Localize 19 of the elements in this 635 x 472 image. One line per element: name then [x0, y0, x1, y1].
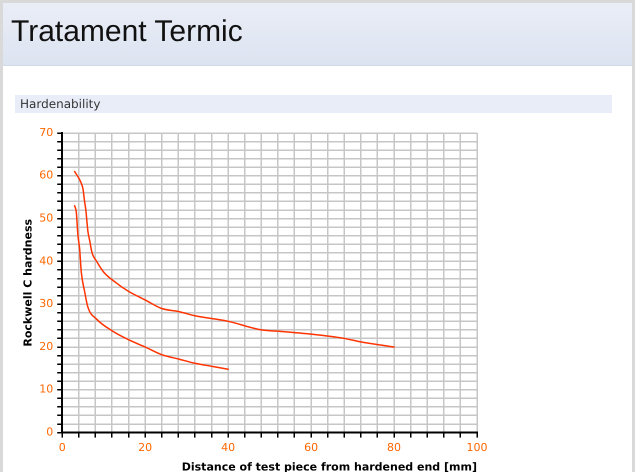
y-axis-title: Rockwell C hardness — [21, 218, 34, 347]
y-tick-label: 70 — [39, 126, 54, 139]
x-tick-label: 80 — [387, 441, 402, 454]
x-tick-label: 40 — [221, 441, 236, 454]
y-tick-label: 60 — [39, 168, 54, 182]
line-series — [74, 170, 395, 348]
x-tick-label: 60 — [304, 441, 318, 454]
x-tick-label: 0 — [58, 441, 66, 454]
x-tick-label: 100 — [466, 441, 488, 454]
y-tick-label: 10 — [39, 382, 54, 396]
y-tick-label: 0 — [46, 425, 54, 438]
x-tick-label: 20 — [138, 441, 152, 454]
chart-title: Tratament Termic — [11, 15, 243, 49]
y-tick-label: 20 — [39, 340, 54, 353]
chart-subtitle: Hardenability — [20, 97, 100, 111]
y-tick-label: 50 — [39, 211, 54, 224]
y-tick-label: 30 — [39, 297, 54, 310]
y-tick-label: 40 — [39, 254, 54, 268]
line-series — [74, 205, 229, 370]
